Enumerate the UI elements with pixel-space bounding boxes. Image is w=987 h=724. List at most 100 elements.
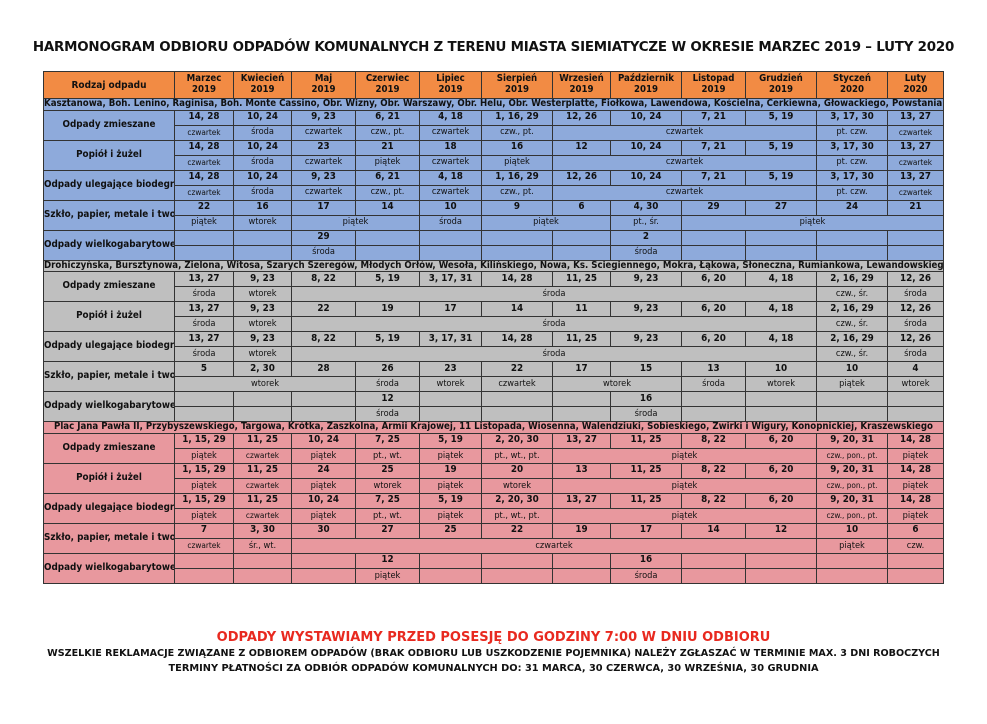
pickup-dates: 2, 30 [233, 361, 292, 378]
month-name: Październik [617, 73, 675, 85]
pickup-dates: 4 [887, 361, 944, 378]
pickup-weekday: pt. czw. [816, 124, 888, 141]
header-row: Rodzaj odpadu Marzec 2019 Kwiecień 2019 Maj 2… [43, 71, 944, 99]
pickup-weekday: piątek [291, 214, 420, 231]
pickup-weekday: pt., wt. [355, 507, 420, 524]
table-row: czwartek środa czwartek czw., pt. czwartek cz… [44, 124, 944, 141]
month-name: Grudzień [759, 73, 803, 85]
pickup-weekday: czwartek [419, 154, 482, 171]
pickup-dates: 10 [745, 361, 817, 378]
table-row: Odpady ulegające biodegradacji13, 279, 2… [43, 331, 944, 363]
pickup-weekday: środa [887, 286, 944, 303]
pickup-weekday: wtorek [419, 376, 482, 393]
pickup-dates: 7, 25 [355, 492, 420, 509]
schedule-table: Rodzaj odpadu Marzec 2019 Kwiecień 2019 Maj 2… [43, 71, 944, 584]
pickup-weekday: czw., pon., pt. [816, 507, 888, 524]
pickup-dates: 12, 26 [552, 109, 611, 126]
pickup-weekday: wtorek [887, 376, 944, 393]
pickup-weekday [681, 244, 746, 261]
pickup-dates: 18 [419, 139, 482, 156]
table-row: czwartek śr., wt. czwartek piątek czw. [44, 537, 944, 554]
pickup-dates: 4, 18 [419, 109, 482, 126]
pickup-weekday [816, 406, 888, 423]
pickup-weekday: pt., śr. [610, 214, 682, 231]
pickup-weekday: wtorek [174, 376, 356, 393]
pickup-dates: 13, 27 [174, 301, 234, 318]
pickup-dates: 10, 24 [610, 109, 682, 126]
table-row: środa wtorek środa czw., śr. środa [44, 316, 944, 333]
pickup-weekday: środa [419, 214, 482, 231]
pickup-dates [887, 391, 944, 408]
pickup-weekday: środa [233, 124, 292, 141]
pickup-weekday: środa [291, 244, 356, 261]
pickup-dates [816, 552, 888, 569]
pickup-weekday [681, 567, 746, 584]
month-header: Maj 2019 [291, 71, 356, 99]
pickup-dates: 6, 20 [745, 432, 817, 449]
table-row: Odpady wielkogabarytowe 12 16 [43, 391, 944, 423]
month-name: Luty [904, 73, 927, 85]
pickup-weekday: środa [610, 567, 682, 584]
page-title: HARMONOGRAM ODBIORU ODPADÓW KOMUNALNYCH … [32, 40, 955, 55]
pickup-weekday [233, 406, 292, 423]
pickup-dates: 10, 24 [233, 169, 292, 186]
pickup-dates [481, 552, 553, 569]
pickup-weekday: czwartek [233, 447, 292, 464]
pickup-dates: 5, 19 [745, 109, 817, 126]
pickup-dates [233, 229, 292, 246]
month-year: 2019 [504, 84, 530, 95]
pickup-dates: 17 [552, 361, 611, 378]
pickup-dates: 2, 16, 29 [816, 301, 888, 318]
table-row: Popiół i żużel 14, 28 10, 24 23 21 18 16 12 10, … [43, 139, 944, 171]
pickup-dates: 1, 15, 29 [174, 492, 234, 509]
pickup-dates: 25 [419, 522, 482, 539]
table-row: piątek czwartek piątek pt., wt. piątek pt., w… [44, 447, 944, 464]
pickup-dates: 9, 23 [610, 331, 682, 348]
pickup-dates: 8, 22 [681, 492, 746, 509]
pickup-weekday: pt., wt. [355, 447, 420, 464]
month-year: 2019 [191, 84, 217, 95]
table-row: piątek wtorek piątek środa piątek pt., śr. pią… [44, 214, 944, 231]
pickup-dates: 9, 23 [610, 301, 682, 318]
pickup-dates: 5 [174, 361, 234, 378]
pickup-weekday: środa [355, 376, 420, 393]
month-year: 2019 [633, 84, 659, 95]
pickup-dates: 1, 16, 29 [481, 109, 553, 126]
pickup-dates: 5, 19 [419, 492, 482, 509]
pickup-dates: 7 [174, 522, 234, 539]
pickup-weekday: piątek [355, 154, 420, 171]
pickup-dates [681, 552, 746, 569]
pickup-weekday [419, 406, 482, 423]
pickup-dates: 14 [355, 199, 420, 216]
pickup-weekday: pt. czw. [816, 184, 888, 201]
pickup-dates [291, 391, 356, 408]
pickup-weekday [419, 567, 482, 584]
pickup-weekday: pt., wt., pt. [481, 447, 553, 464]
pickup-dates: 2, 20, 30 [481, 432, 553, 449]
pickup-weekday: środa [174, 316, 234, 333]
pickup-dates: 11, 25 [233, 432, 292, 449]
waste-type-label: Popiół i żużel [43, 139, 175, 171]
table-row: Odpady zmieszane 1, 15, 29 11, 25 10, 24 7, … [43, 432, 944, 464]
pickup-dates: 13 [552, 462, 611, 479]
table-row: Odpady wielkogabarytowe 12 16 [43, 552, 944, 584]
pickup-dates: 10, 24 [291, 492, 356, 509]
waste-type-label: Odpady zmieszane [43, 109, 175, 141]
pickup-weekday: czwartek [291, 537, 817, 554]
pickup-weekday: piątek [355, 567, 420, 584]
pickup-dates [552, 391, 611, 408]
pickup-dates: 8, 22 [291, 271, 356, 288]
pickup-dates: 21 [887, 199, 944, 216]
pickup-dates: 14, 28 [481, 331, 553, 348]
pickup-weekday: środa [610, 406, 682, 423]
pickup-weekday: czwartek [174, 124, 234, 141]
month-name: Listopad [692, 73, 735, 85]
pickup-weekday [233, 567, 292, 584]
pickup-dates: 13 [681, 361, 746, 378]
pickup-dates: 27 [355, 522, 420, 539]
pickup-weekday: wtorek [233, 346, 292, 363]
pickup-dates: 19 [355, 301, 420, 318]
waste-type-label: Odpady wielkogabarytowe [43, 229, 175, 261]
pickup-dates: 2, 16, 29 [816, 331, 888, 348]
pickup-weekday: środa [610, 244, 682, 261]
